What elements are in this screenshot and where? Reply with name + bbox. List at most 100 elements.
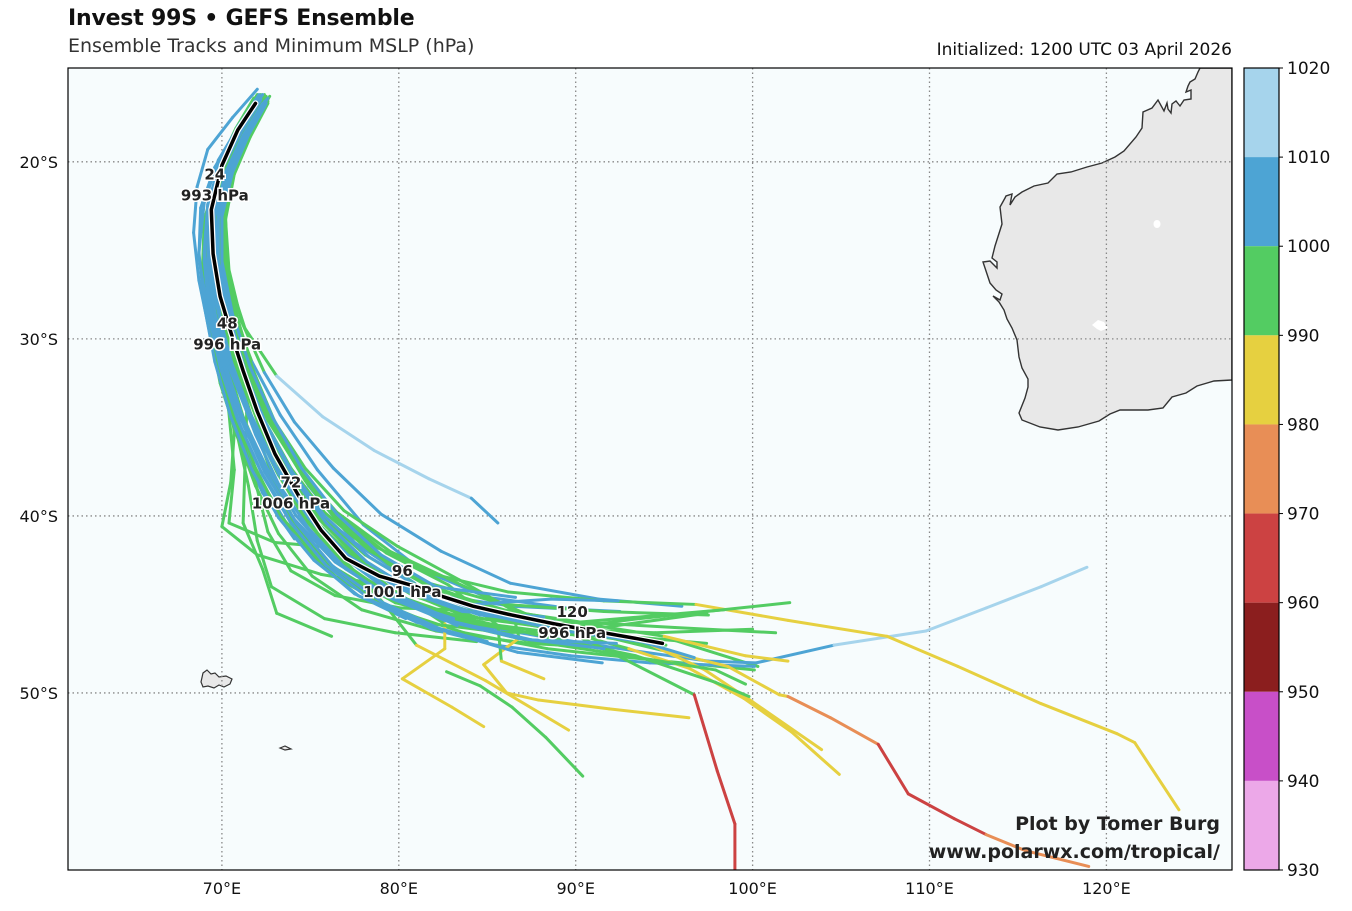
track-segment bbox=[220, 328, 238, 385]
track-segment bbox=[220, 358, 243, 417]
forecast-hour-annotations: 24 993 hPa 48 996 hPa 72 1006 hPa 96 1001 hPa 12… bbox=[179, 164, 607, 643]
track-segment bbox=[277, 482, 311, 530]
track-segment bbox=[1133, 741, 1181, 812]
track-segment bbox=[248, 101, 270, 139]
colorbar-bin bbox=[1244, 602, 1279, 692]
track-segment bbox=[537, 698, 611, 711]
track-segment bbox=[315, 468, 365, 527]
track-segment bbox=[395, 544, 461, 582]
track-segment bbox=[694, 602, 790, 622]
track-segment bbox=[264, 464, 298, 518]
mslp-label: 996 hPa bbox=[193, 335, 261, 353]
track-segment bbox=[266, 473, 298, 525]
track-segment bbox=[510, 705, 548, 739]
track-segment bbox=[321, 415, 376, 452]
colorbar-tick-label: 980 bbox=[1287, 415, 1319, 435]
track-segment bbox=[208, 312, 224, 371]
track-segment bbox=[243, 105, 266, 143]
mslp-colorbar: 1020 1010 1000 990 980 970 960 950 940 930 bbox=[1243, 59, 1330, 881]
track-segment bbox=[254, 484, 281, 536]
track-segment bbox=[213, 170, 227, 219]
track-segment bbox=[614, 652, 717, 672]
colorbar-tick-label: 940 bbox=[1287, 772, 1319, 792]
track-segment bbox=[1039, 565, 1089, 589]
track-segment bbox=[271, 417, 304, 470]
forecast-hour-label: 72 bbox=[280, 474, 301, 492]
colorbar-tick-label: 960 bbox=[1287, 594, 1319, 614]
track-segment bbox=[292, 420, 335, 470]
track-segment bbox=[303, 466, 346, 513]
ensemble-member-track bbox=[505, 691, 691, 720]
mean-track-line bbox=[209, 101, 665, 646]
mslp-label: 1001 hPa bbox=[363, 583, 441, 601]
track-segment bbox=[277, 532, 314, 578]
track-segment bbox=[269, 585, 327, 621]
track-segment bbox=[876, 742, 910, 796]
track-segment bbox=[229, 431, 236, 484]
track-segment bbox=[400, 677, 454, 709]
ensemble-member-track bbox=[924, 565, 1089, 633]
track-segment bbox=[289, 569, 337, 598]
track-segment bbox=[300, 466, 339, 516]
forecast-hour-label: 96 bbox=[392, 562, 413, 580]
track-segment bbox=[220, 259, 235, 316]
track-segment bbox=[206, 116, 235, 151]
lon-tick-label: 90°E bbox=[556, 879, 594, 898]
colorbar-bin bbox=[1244, 157, 1279, 247]
track-segment bbox=[445, 670, 482, 688]
track-segment bbox=[323, 514, 371, 559]
track-segment bbox=[266, 530, 293, 573]
mslp-label: 996 hPa bbox=[538, 624, 606, 642]
colorbar-bin bbox=[1244, 780, 1279, 870]
track-segment bbox=[250, 360, 282, 417]
forecast-hour-label: 48 bbox=[217, 314, 238, 332]
track-segment bbox=[220, 266, 233, 323]
track-segment bbox=[956, 664, 1043, 706]
track-segment bbox=[924, 606, 988, 633]
track-segment bbox=[292, 517, 337, 564]
track-segment bbox=[241, 521, 265, 571]
track-segment bbox=[248, 411, 277, 467]
ensemble-member-track bbox=[445, 670, 585, 778]
track-segment bbox=[250, 468, 281, 520]
track-segment bbox=[397, 587, 464, 614]
heard-island bbox=[278, 745, 293, 751]
track-segment bbox=[1039, 702, 1119, 736]
lat-tick-label: 40°S bbox=[19, 507, 58, 526]
track-segment bbox=[275, 374, 325, 419]
track-segment bbox=[487, 613, 567, 633]
track-segment bbox=[324, 563, 374, 603]
track-segment bbox=[202, 303, 217, 364]
track-segment bbox=[692, 693, 719, 773]
credit-url[interactable]: www.polarwx.com/tropical/ bbox=[929, 841, 1220, 863]
track-segment bbox=[434, 585, 518, 599]
track-segment bbox=[234, 381, 258, 436]
track-segment bbox=[473, 618, 553, 640]
track-segment bbox=[292, 477, 328, 525]
colorbar-tick-label: 930 bbox=[1287, 861, 1319, 881]
colorbar-tick-label: 970 bbox=[1287, 505, 1319, 525]
track-segment bbox=[344, 567, 395, 601]
lake-marker bbox=[1153, 220, 1161, 228]
track-segment bbox=[255, 539, 273, 589]
track-segment bbox=[353, 540, 417, 585]
track-segment bbox=[241, 466, 247, 525]
track-segment bbox=[340, 560, 392, 598]
track-segment bbox=[248, 365, 275, 421]
initialized-time: Initialized: 1200 UTC 03 April 2026 bbox=[936, 40, 1232, 60]
track-segment bbox=[639, 640, 696, 660]
track-segment bbox=[744, 654, 790, 663]
track-segment bbox=[202, 250, 212, 307]
lon-tick-label: 100°E bbox=[728, 879, 777, 898]
track-segment bbox=[289, 468, 327, 518]
track-segment bbox=[208, 250, 219, 307]
colorbar-bin bbox=[1244, 424, 1279, 514]
track-segment bbox=[215, 178, 229, 228]
track-segment bbox=[952, 817, 988, 837]
track-segment bbox=[206, 257, 217, 314]
colorbar-tick-label: 990 bbox=[1287, 326, 1319, 346]
colorbar-bin bbox=[1244, 513, 1279, 603]
track-segment bbox=[499, 659, 546, 681]
track-segment bbox=[261, 473, 293, 525]
